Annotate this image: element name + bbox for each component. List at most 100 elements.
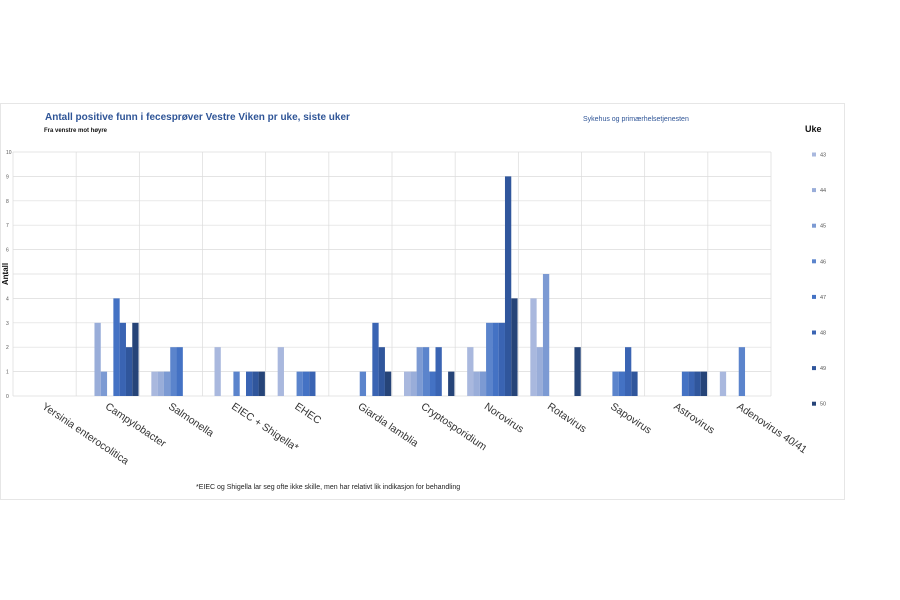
y-axis-ticks: 0 1 2 3 4 5 6 7 8 9 10 (6, 150, 12, 400)
y-tick-label: 4 (6, 296, 9, 302)
bar (214, 347, 221, 396)
bar (410, 371, 417, 396)
bar (492, 322, 499, 396)
bar (233, 371, 240, 396)
legend-label: 46 (820, 259, 826, 265)
bar (125, 347, 133, 396)
bar (422, 347, 430, 396)
bar (151, 371, 158, 396)
x-tick-label: EIEC + Shigella* (229, 401, 300, 455)
x-tick-label: Rotavirus (545, 401, 588, 436)
bar (302, 371, 310, 396)
legend-label: 45 (820, 224, 826, 230)
bar (536, 347, 543, 396)
bar (258, 371, 265, 396)
y-tick-label: 7 (6, 223, 9, 229)
bars (94, 176, 746, 396)
chart-title: Antall positive funn i fecesprøver Vestr… (45, 112, 350, 123)
bar (296, 371, 303, 396)
legend-title: Uke (805, 124, 822, 134)
bar (429, 371, 436, 396)
bar (372, 322, 379, 396)
x-axis-labels: Yersinia enterocoliticaCampylobacterSalm… (40, 401, 809, 468)
gridlines (12, 151, 772, 397)
bar (416, 347, 423, 396)
x-tick-label: Astrovirus (671, 401, 716, 437)
legend-swatch (812, 223, 816, 228)
bar (448, 371, 455, 396)
legend-label: 47 (820, 295, 826, 301)
bar (132, 322, 139, 396)
x-tick-label: Cryptosporidium (419, 401, 489, 454)
bar (625, 347, 632, 396)
bar (467, 347, 474, 396)
bar (359, 371, 367, 396)
bar (163, 371, 171, 396)
legend-swatch (812, 294, 816, 299)
bar (700, 371, 708, 396)
y-tick-label: 2 (6, 345, 9, 351)
bar (100, 371, 108, 396)
bar (511, 298, 518, 396)
bar (157, 371, 164, 396)
legend-swatch (812, 366, 816, 371)
x-tick-label: Campylobacter (103, 401, 169, 451)
chart-frame (0, 103, 845, 500)
y-tick-label: 10 (6, 150, 12, 156)
bar (277, 347, 284, 396)
bar (119, 322, 126, 396)
y-tick-label: 9 (6, 174, 9, 180)
bar (473, 371, 480, 396)
bar (309, 371, 316, 396)
y-tick-label: 6 (6, 248, 9, 254)
legend-label: 49 (820, 366, 826, 372)
y-tick-label: 0 (6, 394, 9, 400)
bar (530, 298, 537, 396)
bar (94, 322, 101, 396)
bar (688, 371, 695, 396)
bar (486, 322, 493, 396)
y-axis-label: Antall (1, 263, 10, 285)
bar (618, 371, 626, 396)
legend-swatch (812, 152, 816, 157)
bar (479, 371, 487, 396)
bar (176, 347, 183, 396)
x-tick-label: Giardia lamblia (356, 401, 421, 450)
y-tick-label: 3 (6, 321, 9, 327)
bar (170, 347, 177, 396)
legend-swatch (812, 188, 816, 193)
bar (631, 371, 638, 396)
x-tick-label: Adenovirus 40/41 (735, 401, 810, 457)
x-tick-label: Sapovirus (608, 401, 653, 437)
y-tick-label: 1 (6, 370, 9, 376)
x-tick-label: Salmonella (166, 401, 216, 440)
bar (246, 371, 253, 396)
bar (384, 371, 392, 396)
legend-swatch (812, 259, 816, 264)
bar (504, 176, 512, 396)
y-tick-label: 8 (6, 199, 9, 205)
legend: 43 44 45 46 47 48 49 50 (812, 152, 826, 408)
legend-label: 50 (820, 402, 826, 408)
legend-label: 48 (820, 331, 826, 337)
bar (113, 298, 120, 396)
bar (378, 347, 385, 396)
legend-swatch (812, 330, 816, 335)
chart-footnote: *EIEC og Shigella lar seg ofte ikke skil… (196, 484, 461, 491)
bar (435, 347, 442, 396)
x-tick-label: Norovirus (482, 401, 526, 436)
bar (719, 371, 727, 396)
bar (542, 274, 550, 396)
bar (738, 347, 746, 396)
bar (681, 371, 689, 396)
y-tick-label: 5 (6, 272, 9, 278)
x-tick-label: EHEC (292, 401, 323, 427)
chart-subtitle: Fra venstre mot høyre (44, 128, 108, 134)
chart-source: Sykehus og primærhelsetjenesten (583, 116, 689, 123)
bar (694, 371, 701, 396)
bar (612, 371, 619, 396)
legend-swatch (812, 401, 816, 406)
bar (252, 371, 259, 396)
bar (574, 347, 581, 396)
